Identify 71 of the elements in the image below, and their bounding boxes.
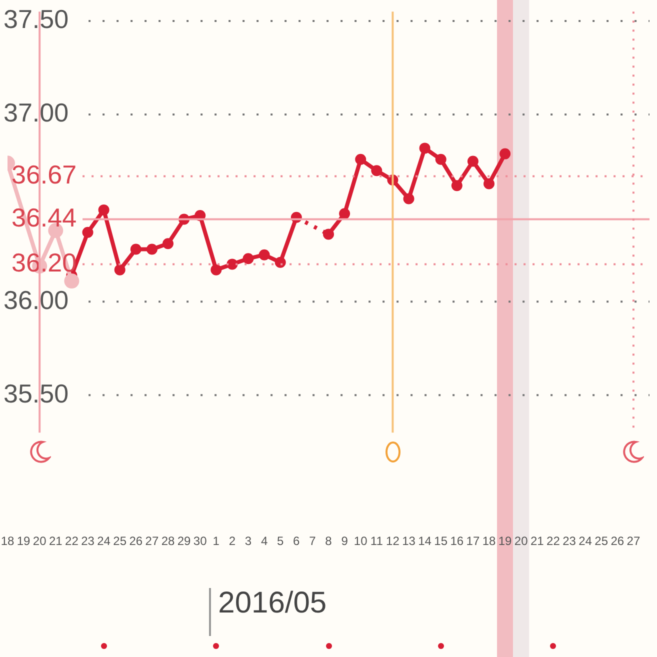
x-tick-label: 18 (0, 534, 14, 548)
x-tick-label: 29 (177, 534, 192, 548)
y-tick-label: 35.50 (4, 378, 69, 408)
x-tick-label: 19 (498, 534, 512, 548)
y-tick-label: 36.00 (4, 284, 69, 315)
x-tick-label: 24 (578, 534, 592, 548)
x-tick-label: 25 (594, 534, 608, 548)
x-tick-label: 28 (161, 534, 175, 548)
point (146, 244, 158, 255)
x-tick-label: 21 (48, 534, 63, 548)
ref-line-label: 36.44 (12, 202, 77, 232)
point (339, 208, 350, 220)
x-tick-label: 23 (81, 534, 95, 548)
x-tick-label: 23 (562, 534, 576, 548)
x-tick-label: 8 (325, 534, 332, 548)
x-tick-label: 27 (626, 534, 640, 548)
x-tick-label: 11 (370, 534, 384, 548)
point (467, 156, 478, 167)
point (162, 238, 174, 250)
point (226, 258, 238, 270)
y-tick-label: 37.00 (4, 98, 69, 128)
x-tick-label: 10 (354, 534, 368, 548)
point (130, 244, 142, 255)
x-tick-label: 6 (293, 534, 300, 548)
point (210, 264, 222, 276)
point (500, 148, 511, 160)
point (403, 193, 414, 204)
x-tick-label: 19 (16, 534, 31, 548)
point (323, 228, 334, 240)
point (451, 180, 462, 192)
point (98, 204, 110, 216)
point (64, 274, 80, 289)
x-tick-label: 16 (450, 534, 464, 548)
x-tick-label: 15 (434, 534, 448, 548)
x-tick-label: 7 (309, 534, 316, 548)
point (274, 256, 286, 268)
x-tick-label: 27 (145, 534, 159, 548)
x-tick-label: 4 (260, 534, 268, 548)
x-tick-label: 17 (466, 534, 480, 548)
ref-line-label: 36.67 (12, 159, 77, 190)
point (371, 165, 382, 176)
x-tick-label: 14 (418, 534, 432, 548)
x-tick-label: 26 (129, 534, 143, 548)
x-tick-label: 18 (482, 534, 496, 548)
point (484, 178, 494, 190)
x-tick-label: 1 (212, 534, 220, 548)
point (242, 253, 254, 264)
x-tick-label: 21 (530, 534, 544, 548)
point (114, 264, 126, 276)
x-tick-label: 30 (193, 534, 208, 548)
x-tick-label: 22 (65, 534, 79, 548)
x-tick-label: 13 (402, 534, 416, 548)
ref-line-label: 36.20 (12, 247, 77, 278)
x-tick-label: 26 (610, 534, 624, 548)
x-tick-label: 25 (113, 534, 127, 548)
x-tick-label: 2 (228, 534, 236, 548)
x-tick-label: 20 (32, 534, 47, 548)
x-tick-label: 20 (514, 534, 528, 548)
point (419, 142, 430, 154)
x-tick-label: 12 (386, 534, 400, 548)
text: 2016/05 (218, 586, 327, 620)
point (355, 154, 366, 165)
point (258, 249, 270, 260)
point (82, 226, 94, 238)
y-tick-label: 37.50 (4, 4, 69, 34)
x-tick-label: 9 (341, 534, 348, 548)
x-tick-label: 24 (97, 534, 111, 548)
x-tick-label: 3 (244, 534, 252, 548)
x-tick-label: 5 (277, 534, 284, 548)
point (435, 154, 446, 165)
x-tick-label: 22 (546, 534, 560, 548)
